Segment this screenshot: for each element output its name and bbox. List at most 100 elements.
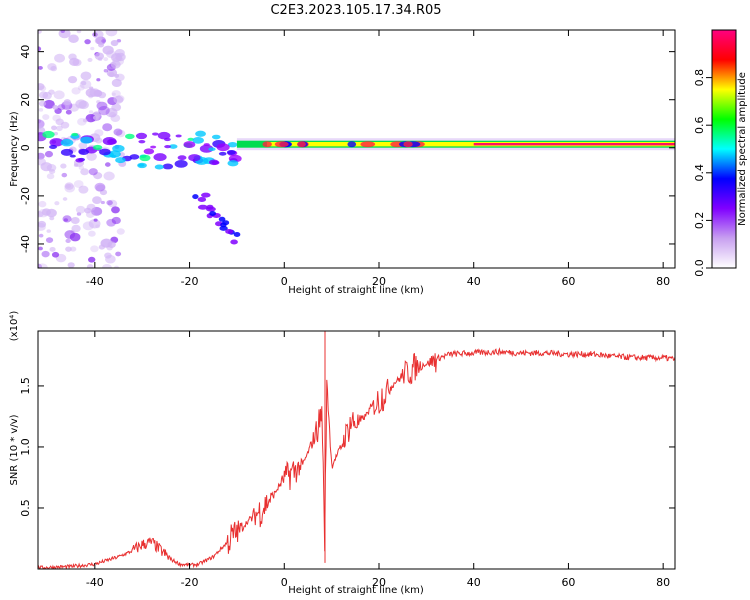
snr-series-line xyxy=(38,331,675,569)
noise-blob xyxy=(67,75,78,84)
noise-blob xyxy=(111,92,116,96)
noise-blob xyxy=(38,119,45,129)
noise-blob xyxy=(38,220,47,228)
noise-blob xyxy=(94,37,104,45)
cluster-blob xyxy=(195,130,206,137)
noise-blob xyxy=(60,163,67,169)
noise-blob xyxy=(90,245,99,253)
noise-blob xyxy=(69,57,80,66)
noise-blob xyxy=(67,262,75,268)
noise-blob xyxy=(58,30,71,39)
noise-blob xyxy=(94,52,105,60)
figure-title: C2E3.2023.105.17.34.R05 xyxy=(270,3,441,18)
cluster-blob xyxy=(211,134,221,140)
noise-blob xyxy=(78,185,89,194)
noise-blob xyxy=(54,53,66,63)
branch-blob xyxy=(219,225,228,231)
cluster-blob xyxy=(80,136,93,144)
noise-blob xyxy=(53,90,65,100)
band-blob xyxy=(262,141,272,148)
noise-blob xyxy=(44,150,54,158)
noise-blob xyxy=(98,244,106,250)
noise-blob xyxy=(38,200,47,208)
cluster-blob xyxy=(199,144,214,153)
colorbar: 0.0 0.2 0.4 0.6 0.8 Normalized spectral ampl… xyxy=(693,29,748,277)
noise-blob xyxy=(43,99,55,109)
cluster-blob xyxy=(99,148,111,156)
noise-blob xyxy=(92,30,104,39)
cluster-blob xyxy=(115,157,126,164)
noise-blob xyxy=(84,207,92,214)
spectrogram-x-tick-label: -20 xyxy=(181,275,199,288)
branch-blob xyxy=(230,239,238,245)
noise-blob xyxy=(113,95,124,104)
noise-blob xyxy=(68,34,79,43)
snr-y-tick-label: 1.5 xyxy=(19,377,32,395)
spectrogram-x-tick-label: 40 xyxy=(467,275,481,288)
cluster-blob xyxy=(183,141,196,149)
colorbar-tick-label: 0.4 xyxy=(693,164,706,182)
cluster-blob xyxy=(129,154,140,160)
noise-blob xyxy=(39,85,47,92)
snr-x-tick-label: -20 xyxy=(181,576,199,589)
spectrogram-frame xyxy=(37,29,676,269)
spectrogram-x-label: Height of straight line (km) xyxy=(288,285,424,296)
noise-blob xyxy=(96,100,101,104)
noise-blob xyxy=(86,152,97,161)
noise-blob xyxy=(71,87,81,95)
noise-blob xyxy=(96,78,101,82)
noise-blob xyxy=(106,50,116,59)
cluster-blob xyxy=(75,158,84,163)
cluster-blob xyxy=(187,137,195,141)
noise-blob xyxy=(49,216,55,221)
noise-blob xyxy=(63,99,72,106)
noise-blob xyxy=(111,90,121,98)
noise-blob xyxy=(63,218,68,222)
noise-blob xyxy=(111,103,122,112)
cluster-blob xyxy=(78,148,90,155)
noise-blob xyxy=(110,114,121,122)
spectrogram-x-tick-label: 80 xyxy=(656,275,670,288)
branch-blob xyxy=(201,192,211,198)
noise-blob xyxy=(76,30,82,34)
cluster-blob xyxy=(135,132,148,140)
noise-blob xyxy=(113,128,123,136)
cluster-blob xyxy=(71,132,79,137)
snr-y-multiplier: (x10⁴) xyxy=(9,311,20,342)
cluster-blob xyxy=(138,163,145,167)
noise-blob xyxy=(98,105,110,116)
cluster-blob xyxy=(69,154,76,158)
spectrogram-x-tick-label: 0 xyxy=(281,275,288,288)
noise-blob xyxy=(65,183,71,189)
cluster-blob xyxy=(150,145,157,149)
band-yellow xyxy=(266,141,675,147)
cluster-blob xyxy=(175,134,182,138)
noise-blob xyxy=(38,118,42,124)
cluster-blob xyxy=(227,160,239,167)
snr-x-tick-label: 0 xyxy=(281,576,288,589)
noise-blob xyxy=(80,168,89,176)
noise-blob xyxy=(51,251,60,258)
spectrogram-x-tick-label: 60 xyxy=(561,275,575,288)
noise-blob xyxy=(51,125,57,131)
snr-x-tick-label: 20 xyxy=(372,576,386,589)
noise-blob xyxy=(115,73,125,82)
noise-blob xyxy=(62,215,72,223)
cluster-blob xyxy=(203,143,210,147)
noise-blob xyxy=(106,200,113,206)
spectrogram-y-tick-label: -40 xyxy=(19,235,32,253)
noise-blob xyxy=(65,238,71,244)
snr-x-tick-label: 60 xyxy=(561,576,575,589)
noise-blob xyxy=(38,108,44,112)
cluster-blob xyxy=(168,144,178,149)
band-blob xyxy=(274,141,289,148)
cluster-blob xyxy=(152,132,159,136)
noise-blob xyxy=(103,57,109,62)
spectrogram-y-tick-label: 0 xyxy=(19,144,32,151)
noise-blob xyxy=(108,72,115,77)
colorbar-label: Normalized spectral amplitude xyxy=(737,72,748,226)
noise-blob xyxy=(46,173,55,180)
band-blob xyxy=(297,141,306,148)
noise-blob xyxy=(100,200,105,205)
